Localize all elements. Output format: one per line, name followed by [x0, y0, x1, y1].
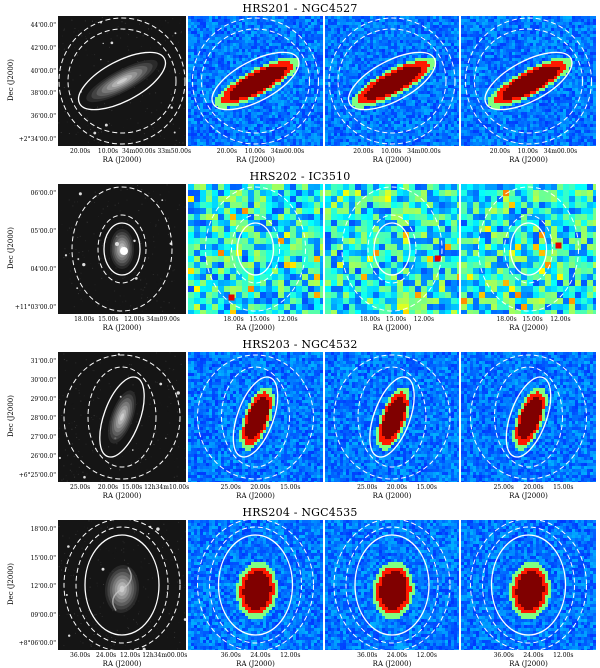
x-tick-labels: 20.00s 10.00s 34m00.00s — [337, 148, 457, 155]
dust-map-panel — [461, 520, 596, 650]
optical-image-panel — [58, 184, 186, 314]
dust-map-panel — [188, 16, 323, 146]
x-tick-labels: 20.00s 10.00s 34m00.00s — [200, 148, 321, 155]
heatmap-image — [461, 520, 596, 650]
optical-image-panel — [58, 520, 186, 650]
heatmap-image — [188, 520, 323, 650]
y-tick-label: 05'00.0" — [10, 228, 56, 235]
x-axis-label: RA (J2000) — [461, 324, 596, 332]
x-tick-labels: 18.00s 15.00s 12.00s 34m09.00s — [70, 316, 184, 323]
y-tick-label: 04'00.0" — [10, 266, 56, 273]
x-tick-labels: 25.00s 20.00s 15.00s — [473, 484, 594, 491]
x-axis-label: RA (J2000) — [461, 660, 596, 668]
row-title: HRS202 - IC3510 — [0, 170, 600, 183]
x-axis-label: RA (J2000) — [461, 492, 596, 500]
y-tick-label: 31'00.0" — [10, 358, 56, 365]
y-tick-label: 30'00.0" — [10, 377, 56, 384]
x-axis-label: RA (J2000) — [188, 492, 323, 500]
x-tick-labels: 36.00s 24.00s 12.00s — [473, 652, 594, 659]
dust-map-panel — [188, 352, 323, 482]
x-axis-label: RA (J2000) — [325, 492, 459, 500]
x-tick-labels: 20.00s 10.00s 34m00.00s 33m50.00s — [70, 148, 184, 155]
optical-image — [58, 184, 186, 314]
heatmap-image — [325, 16, 459, 146]
x-axis-label: RA (J2000) — [58, 660, 186, 668]
x-tick-labels: 25.00s 20.00s 15.00s — [200, 484, 321, 491]
x-axis-label: RA (J2000) — [325, 156, 459, 164]
heatmap-image — [188, 16, 323, 146]
y-tick-label: 38'00.0" — [10, 90, 56, 97]
y-tick-label: 26'00.0" — [10, 453, 56, 460]
heatmap-image — [325, 520, 459, 650]
dust-map-panel — [325, 352, 459, 482]
y-tick-label: 09'00.0" — [10, 612, 56, 619]
x-tick-labels: 18.00s 15.00s 12.00s — [473, 316, 594, 323]
y-axis-label: Dec (J2000) — [7, 55, 15, 105]
y-tick-label: 06'00.0" — [10, 190, 56, 197]
x-axis-label: RA (J2000) — [58, 492, 186, 500]
x-tick-labels: 36.00s 24.00s 12.00s — [200, 652, 321, 659]
dust-map-panel — [461, 352, 596, 482]
heatmap-image — [325, 184, 459, 314]
y-tick-label: 15'00.0" — [10, 555, 56, 562]
y-tick-label: 27'00.0" — [10, 434, 56, 441]
heatmap-image — [461, 184, 596, 314]
x-axis-label: RA (J2000) — [188, 660, 323, 668]
y-tick-label: 44'00.0" — [10, 22, 56, 29]
y-tick-label: 29'00.0" — [10, 396, 56, 403]
dust-map-panel — [188, 520, 323, 650]
y-tick-label: +6°25'00.0" — [10, 472, 56, 479]
y-tick-label: 36'00.0" — [10, 113, 56, 120]
heatmap-image — [188, 352, 323, 482]
dust-map-panel — [461, 184, 596, 314]
optical-image-panel — [58, 16, 186, 146]
x-tick-labels: 36.00s 24.00s 12.00s 12h34m00.00s — [70, 652, 184, 659]
heatmap-image — [461, 352, 596, 482]
x-axis-label: RA (J2000) — [58, 324, 186, 332]
y-tick-label: 28'00.0" — [10, 415, 56, 422]
dust-map-panel — [325, 520, 459, 650]
optical-image — [58, 16, 186, 146]
optical-image — [58, 520, 186, 650]
y-tick-label: +11°03'00.0" — [10, 304, 56, 311]
x-tick-labels: 36.00s 24.00s 12.00s — [337, 652, 457, 659]
dust-map-panel — [188, 184, 323, 314]
optical-image-panel — [58, 352, 186, 482]
y-tick-label: 42'00.0" — [10, 45, 56, 52]
x-axis-label: RA (J2000) — [325, 324, 459, 332]
x-tick-labels: 20.00s 10.00s 34m00.00s — [473, 148, 594, 155]
y-tick-label: 18'00.0" — [10, 526, 56, 533]
optical-image — [58, 352, 186, 482]
x-axis-label: RA (J2000) — [325, 660, 459, 668]
y-tick-label: 12'00.0" — [10, 583, 56, 590]
heatmap-image — [325, 352, 459, 482]
x-tick-labels: 18.00s 15.00s 12.00s — [200, 316, 321, 323]
row-title: HRS204 - NGC4535 — [0, 506, 600, 519]
y-tick-label: +2°34'00.0" — [10, 136, 56, 143]
x-tick-labels: 25.00s 20.00s 15.00s — [337, 484, 457, 491]
dust-map-panel — [325, 16, 459, 146]
row-title: HRS201 - NGC4527 — [0, 2, 600, 15]
y-tick-label: +8°06'00.0" — [10, 640, 56, 647]
x-tick-labels: 18.00s 15.00s 12.00s — [337, 316, 457, 323]
heatmap-image — [461, 16, 596, 146]
row-title: HRS203 - NGC4532 — [0, 338, 600, 351]
x-axis-label: RA (J2000) — [188, 156, 323, 164]
heatmap-image — [188, 184, 323, 314]
x-axis-label: RA (J2000) — [58, 156, 186, 164]
dust-map-panel — [325, 184, 459, 314]
x-axis-label: RA (J2000) — [188, 324, 323, 332]
x-axis-label: RA (J2000) — [461, 156, 596, 164]
x-tick-labels: 25.00s 20.00s 15.00s 12h34m10.00s — [70, 484, 184, 491]
y-tick-label: 40'00.0" — [10, 68, 56, 75]
dust-map-panel — [461, 16, 596, 146]
